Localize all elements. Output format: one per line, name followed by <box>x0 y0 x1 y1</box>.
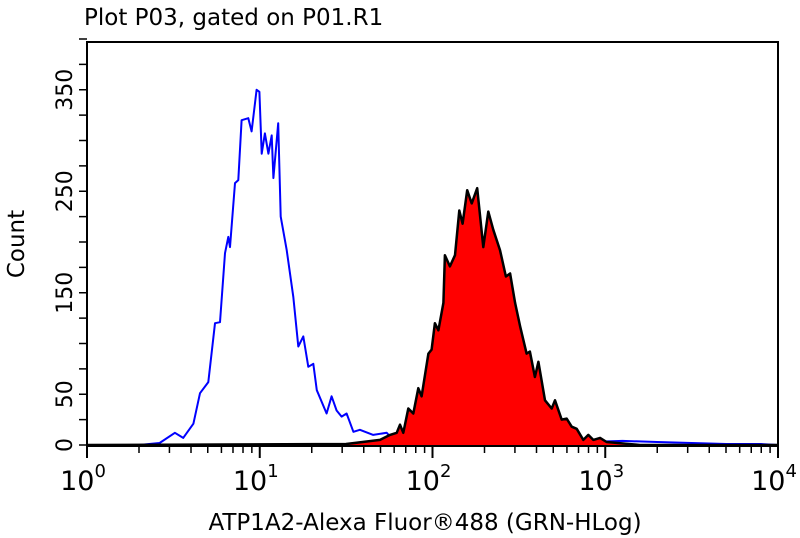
series-1-line <box>86 186 778 447</box>
y-tick-label: 150 <box>53 272 78 314</box>
x-tick-label: 101 <box>233 461 279 497</box>
x-tick-label: 103 <box>578 461 624 497</box>
x-tick-label: 102 <box>406 461 452 497</box>
y-tick-label: 0 <box>53 438 78 452</box>
axes-layer: 100 101 102 103 104 0 50 150 250 350 <box>53 38 797 497</box>
chart-title: Plot P03, gated on P01.R1 <box>84 5 383 31</box>
series-1-fill <box>87 188 778 445</box>
x-tick-label: 100 <box>60 461 106 497</box>
x-axis-label: ATP1A2-Alexa Fluor®488 (GRN-HLog) <box>208 510 641 536</box>
series-layer <box>86 88 779 447</box>
y-tick-label: 250 <box>53 170 78 212</box>
y-tick-label: 50 <box>53 380 78 408</box>
y-axis-label: Count <box>4 210 30 278</box>
y-tick-label: 350 <box>53 69 78 111</box>
x-tick-label: 104 <box>751 461 797 497</box>
